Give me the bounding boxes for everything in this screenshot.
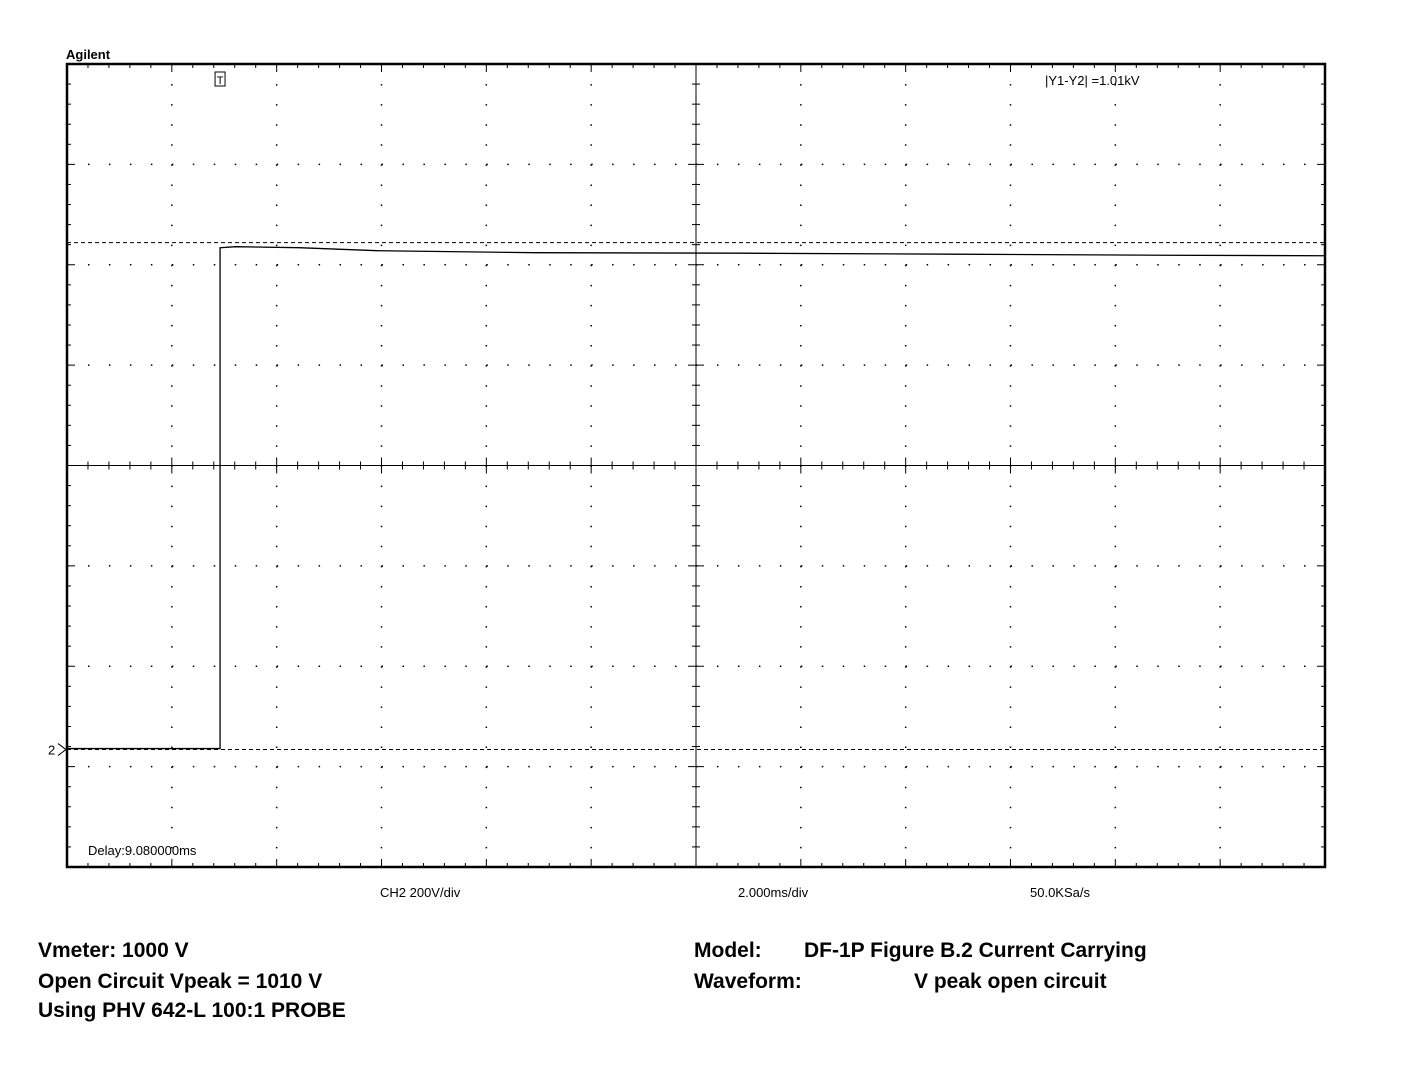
probe: Using PHV 642-L 100:1 PROBE (38, 999, 346, 1022)
plot-frame (65, 62, 1327, 869)
trigger-marker: T (217, 75, 224, 87)
trace (67, 246, 1326, 750)
model-label: Model: (694, 939, 762, 962)
trigger-box (214, 71, 226, 87)
channel-marker: 2 (48, 743, 55, 758)
brand: Agilent (66, 47, 111, 62)
vpeak: Open Circuit Vpeak = 1010 V (38, 970, 322, 993)
time-scale: 2.000ms/div (738, 885, 809, 900)
model: DF-1P Figure B.2 Current Carrying (804, 939, 1147, 962)
cursor-readout: |Y1-Y2| =1.01kV (1045, 73, 1140, 88)
channel-arrow (57, 743, 67, 756)
waveform: V peak open circuit (914, 970, 1107, 993)
vertical-scale: CH2 200V/div (380, 885, 461, 900)
vmeter: Vmeter: 1000 V (38, 939, 189, 962)
delay: Delay:9.080000ms (88, 843, 197, 858)
sample-rate: 50.0KSa/s (1030, 885, 1090, 900)
waveform-label: Waveform: (694, 970, 802, 993)
